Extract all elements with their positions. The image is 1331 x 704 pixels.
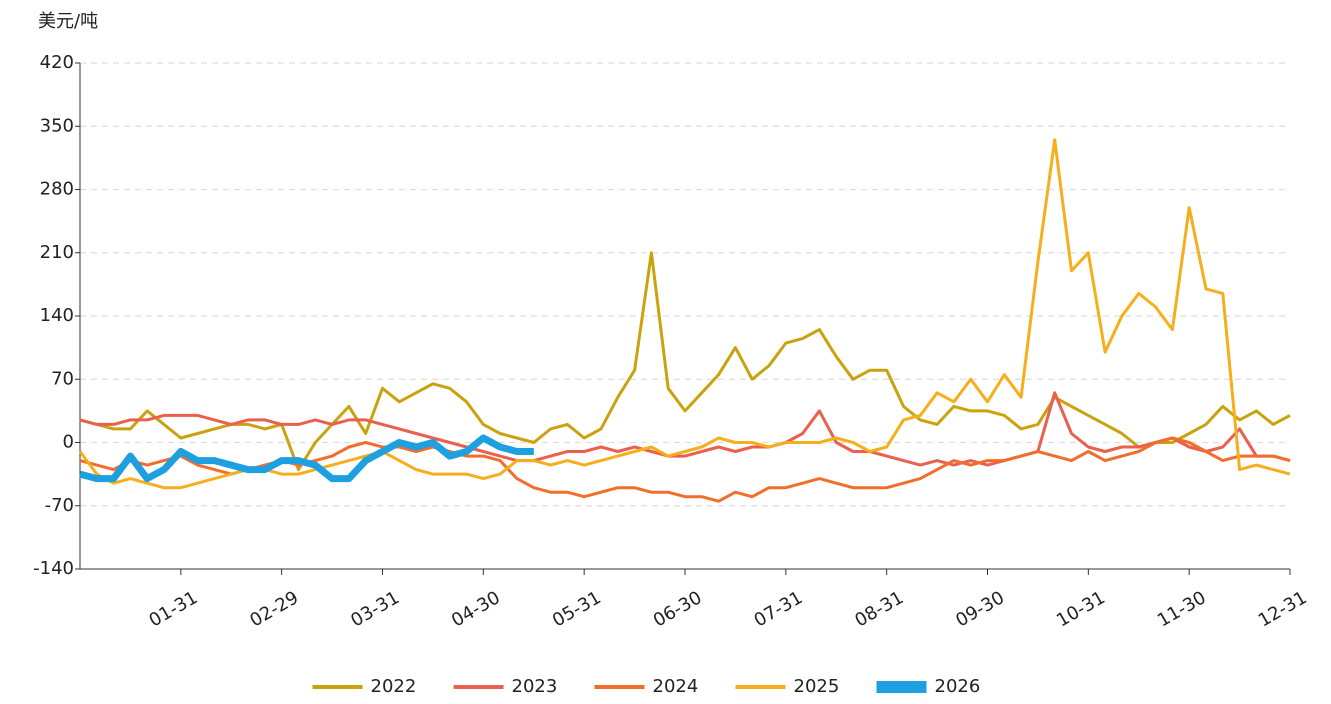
y-tick-label: 0	[63, 432, 74, 453]
y-tick-label: 420	[40, 52, 74, 73]
legend-label: 2022	[371, 676, 417, 697]
series-line	[78, 138, 1291, 490]
x-tick-label: 04-30	[448, 587, 504, 631]
x-tick-label: 11-30	[1154, 587, 1210, 631]
y-axis-label: 美元/吨	[38, 11, 98, 32]
x-tick-label: 01-31	[146, 587, 202, 631]
series-line	[79, 251, 1291, 472]
y-tick-label: 280	[40, 179, 74, 200]
legend-label: 2025	[794, 676, 840, 697]
legend-label: 2023	[512, 676, 558, 697]
x-tick-label: 08-31	[851, 587, 907, 631]
y-tick-label: 210	[40, 242, 74, 263]
y-tick-label: 140	[40, 305, 74, 326]
series-line	[79, 434, 534, 483]
x-tick-label: 09-30	[952, 587, 1008, 631]
y-tick-label: -70	[45, 495, 74, 516]
y-tick-label: 70	[51, 368, 74, 389]
x-tick-label: 03-31	[347, 587, 403, 631]
x-tick-label: 07-31	[751, 587, 807, 631]
x-tick-label: 06-30	[650, 587, 706, 631]
x-tick-label: 02-29	[246, 587, 302, 631]
legend-label: 2024	[653, 676, 699, 697]
x-tick-label: 10-31	[1053, 587, 1109, 631]
x-tick-label: 05-31	[549, 587, 605, 631]
y-tick-label: -140	[33, 558, 74, 579]
y-tick-label: 350	[40, 115, 74, 136]
series-line	[79, 391, 1291, 467]
legend-label: 2026	[935, 676, 981, 697]
x-tick-label: 12-31	[1255, 587, 1311, 631]
legend-swatch	[876, 681, 927, 693]
